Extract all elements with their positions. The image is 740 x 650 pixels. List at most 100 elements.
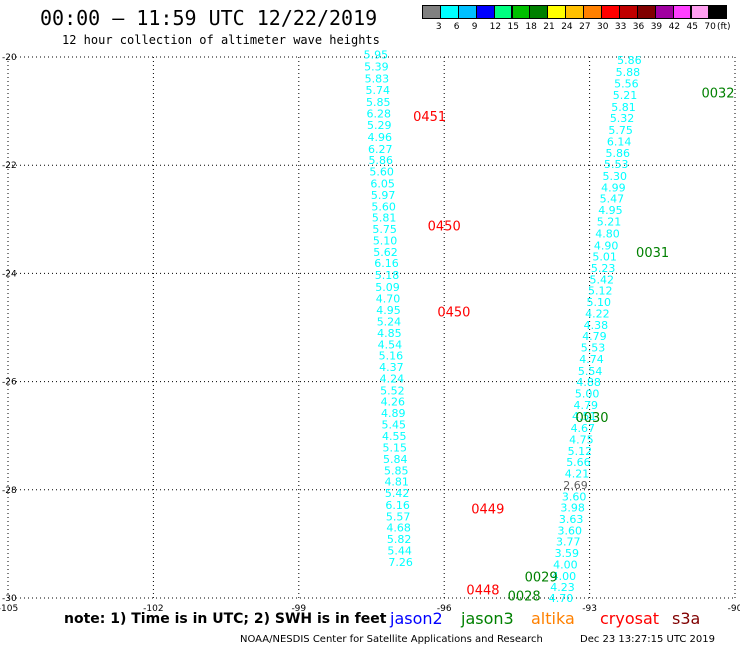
- pass-time-label: 0032: [701, 87, 734, 102]
- x-tick-label: -102: [143, 604, 163, 614]
- wave-height-point: 5.21: [613, 89, 638, 102]
- wave-height-point: 4.54: [378, 338, 403, 351]
- wave-height-point: 3.59: [555, 547, 580, 560]
- axis-tick-labels: -105 -102 -99 -96 -93 -90 -20 -22 -24 -26 -28 -30: [0, 53, 740, 614]
- wave-height-point: 4.38: [584, 319, 609, 332]
- wave-height-point: 4.51: [572, 410, 597, 423]
- wave-height-point: 5.75: [608, 124, 633, 137]
- wave-height-point: 4.00: [552, 570, 577, 583]
- y-tick-label: -28: [2, 486, 17, 496]
- color-scale-unit: (ft): [717, 22, 731, 32]
- x-tick-label: -93: [582, 604, 597, 614]
- wave-height-point: 5.15: [383, 442, 408, 455]
- chart-title: 00:00 – 11:59 UTC 12/22/2019: [40, 6, 378, 30]
- wave-height-point: 4.21: [565, 468, 590, 481]
- wave-height-point: 4.00: [553, 558, 578, 571]
- wave-height-point: 3.77: [556, 536, 581, 549]
- wave-height-point: 5.84: [383, 453, 408, 466]
- wave-height-point: 5.53: [581, 342, 606, 355]
- wave-height-point: 5.86: [605, 147, 630, 160]
- wave-height-point: 5.83: [365, 73, 390, 86]
- wave-height-point: 6.16: [374, 257, 399, 270]
- wave-height-point: 5.21: [597, 215, 622, 228]
- pass-time-label: 0028: [508, 589, 541, 604]
- wave-height-point: 5.85: [384, 464, 409, 477]
- x-tick-label: -90: [728, 604, 740, 614]
- wave-height-point: 5.09: [375, 281, 400, 294]
- wave-height-point: 5.86: [617, 54, 642, 67]
- wave-height-point: 5.12: [588, 285, 613, 298]
- color-scale-swatch: [708, 5, 728, 19]
- wave-height-point: 5.44: [387, 544, 412, 557]
- wave-height-point: 5.74: [366, 84, 391, 97]
- color-scale-label: 12: [489, 22, 502, 32]
- wave-height-point: 5.18: [375, 269, 400, 282]
- wave-height-point: 5.56: [614, 78, 639, 91]
- color-scale-label: 39: [650, 22, 663, 32]
- color-scale-label: 36: [632, 22, 645, 32]
- wave-height-point: 4.85: [377, 327, 402, 340]
- wave-height-point: 5.53: [604, 158, 629, 171]
- wave-height-point: 2.69: [563, 479, 588, 492]
- color-scale-label: 6: [453, 22, 460, 32]
- wave-height-point: 5.10: [373, 234, 398, 247]
- wave-height-point: 4.95: [598, 204, 623, 217]
- wave-height-point: 4.80: [595, 227, 620, 240]
- wave-height-point: 5.45: [382, 418, 407, 431]
- wave-height-point: 5.81: [372, 212, 397, 225]
- wave-height-point: 5.75: [372, 223, 397, 236]
- wave-height-point: 5.01: [592, 251, 617, 264]
- wave-height-point: 5.00: [575, 388, 600, 401]
- x-tick-label: -105: [0, 604, 18, 614]
- wave-height-point: 5.42: [589, 273, 614, 286]
- pass-time-label: 0451: [413, 110, 446, 125]
- y-tick-label: -24: [2, 269, 17, 279]
- wave-height-point: 6.14: [607, 135, 632, 148]
- color-scale-label: 9: [471, 22, 478, 32]
- wave-height-point: 5.66: [566, 456, 591, 469]
- satellite-legend-altika: altika: [531, 609, 575, 628]
- wave-height-point: 5.57: [386, 510, 411, 523]
- wave-height-point: 5.82: [387, 533, 412, 546]
- wave-height-point: 4.26: [381, 396, 406, 409]
- wave-height-point: 4.79: [573, 399, 598, 412]
- pass-time-label: 0031: [636, 246, 669, 261]
- pass-time-label: 0450: [428, 219, 461, 234]
- color-scale-label: 15: [507, 22, 519, 32]
- wave-height-point: 5.54: [578, 365, 603, 378]
- wave-height-point: 5.30: [603, 170, 628, 183]
- wave-height-point: 6.16: [385, 499, 410, 512]
- pass-time-label: 0029: [525, 570, 558, 585]
- color-scale-label: 24: [561, 22, 573, 32]
- satellite-legend-jason3: jason3: [461, 609, 514, 628]
- pass-time-labels: 0451 0450 0450 0449 0448 0032 0031 0030 0029 0028: [413, 87, 734, 605]
- pass-time-label: 0449: [471, 503, 504, 518]
- wave-height-point: 4.37: [379, 361, 404, 374]
- footer-note: note: 1) Time is in UTC; 2) SWH is in fe…: [64, 611, 387, 627]
- color-scale-label: 18: [525, 22, 537, 32]
- wave-height-point: 4.67: [571, 422, 596, 435]
- wave-height-point: 4.24: [380, 372, 405, 385]
- wave-height-point: 5.81: [611, 101, 636, 114]
- wave-height-point: 5.62: [373, 246, 398, 259]
- wave-height-point: 5.42: [385, 487, 410, 500]
- pass-time-label: 0030: [575, 411, 608, 426]
- wave-height-point: 3.60: [557, 524, 582, 537]
- wave-height-point: 5.95: [364, 48, 389, 61]
- wave-height-point: 5.10: [587, 296, 612, 309]
- color-scale-label: 21: [543, 22, 555, 32]
- pass-time-label: 0450: [437, 305, 470, 320]
- wave-height-point: 4.75: [569, 433, 594, 446]
- wave-height-point: 4.70: [376, 292, 401, 305]
- wave-height-point: 6.05: [370, 178, 395, 191]
- wave-height-point: 3.63: [559, 513, 584, 526]
- color-scale-label: 45: [686, 22, 698, 32]
- color-scale-label: 70: [704, 22, 716, 32]
- wave-height-point: 4.88: [576, 376, 601, 389]
- wave-height-point: 4.81: [384, 476, 409, 489]
- y-tick-label: -22: [2, 161, 17, 171]
- wave-height-point: 5.52: [380, 384, 405, 397]
- wave-height-point: 5.60: [369, 166, 394, 179]
